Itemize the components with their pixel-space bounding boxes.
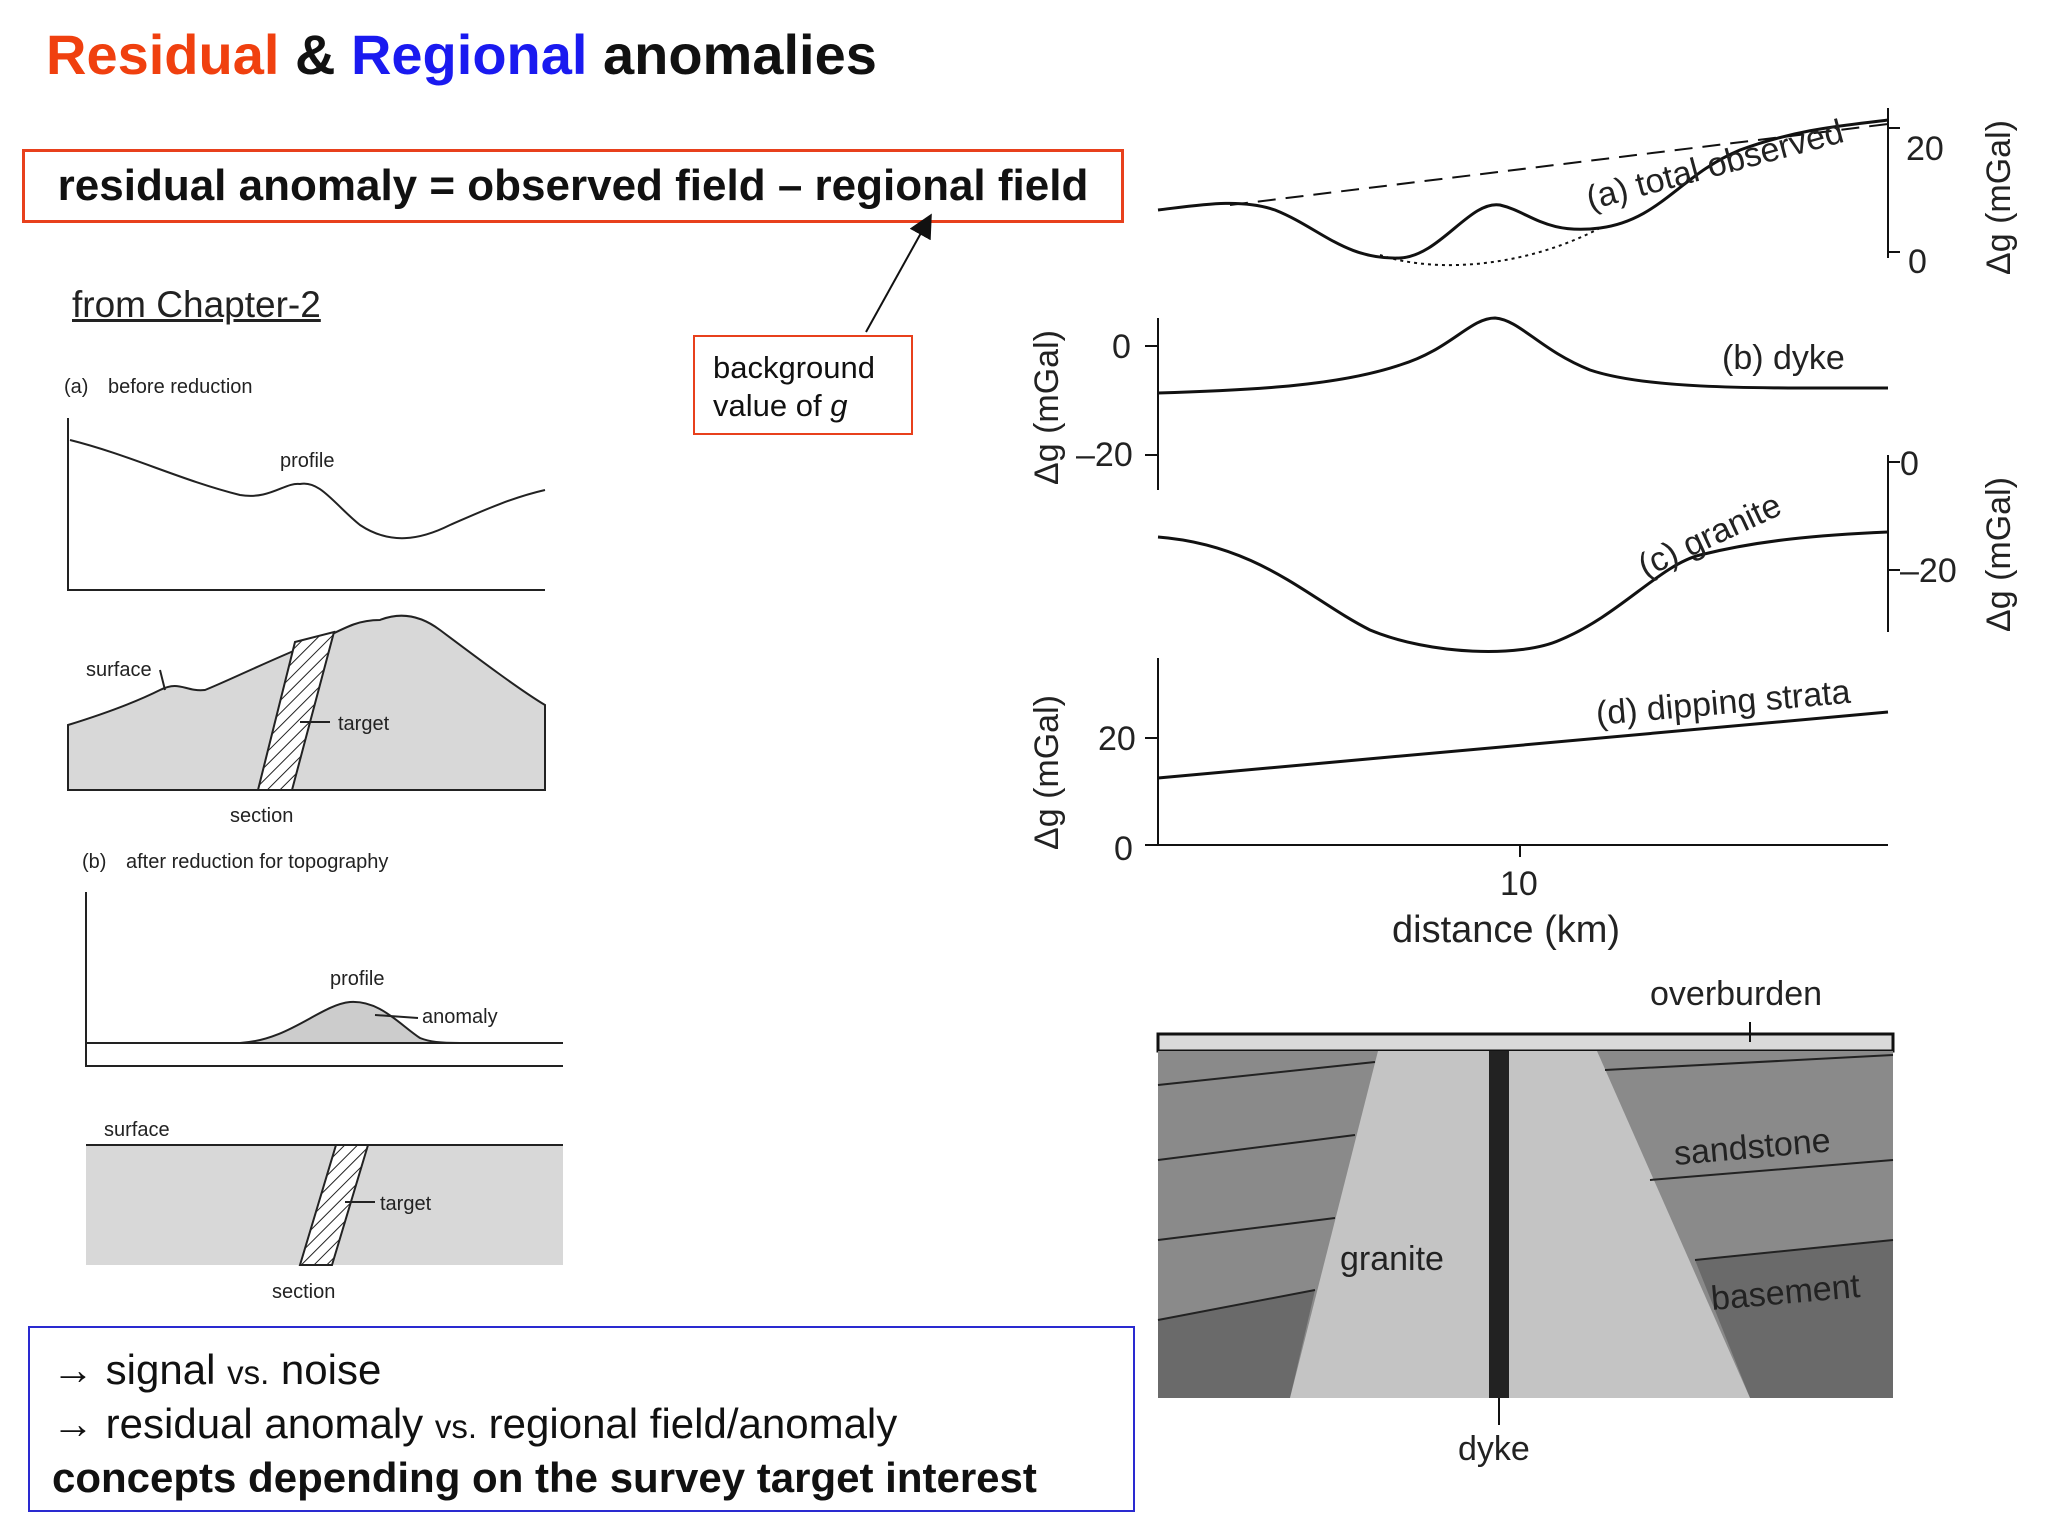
arrow-icon: → xyxy=(52,1346,94,1393)
summary-residual: residual anomaly xyxy=(94,1400,435,1447)
panel-b-anomaly-label: anomaly xyxy=(422,1006,498,1028)
tick-c-0: 0 xyxy=(1900,445,1919,483)
curve-c-granite xyxy=(1157,530,1889,653)
panel-a-profile-axis xyxy=(67,418,545,591)
panel-b-section-label: section xyxy=(272,1281,335,1303)
formula-text: residual anomaly = observed field – regi… xyxy=(57,161,1089,210)
curve-d-dipping-strata xyxy=(1157,710,1889,780)
panel-a-label: before reduction xyxy=(108,376,253,398)
axis-d-frame xyxy=(1145,658,1888,857)
summary-regional: regional field/anomaly xyxy=(477,1400,898,1447)
background-note-prefix: value of xyxy=(713,388,831,423)
panel-a-target-dyke xyxy=(256,630,336,791)
pointer-arrow xyxy=(865,213,932,333)
background-note-line1: background xyxy=(713,350,876,385)
lower-strata-left xyxy=(1158,1290,1315,1398)
tick-b-m20: –20 xyxy=(1076,436,1133,474)
curve-b-label: (b) dyke xyxy=(1722,339,1845,377)
summary-signal: signal xyxy=(94,1346,228,1393)
summary-line-2: → residual anomaly vs. regional field/an… xyxy=(52,1400,1133,1454)
tick-a-0: 0 xyxy=(1908,243,1927,281)
arrow-icon: → xyxy=(52,1400,94,1447)
panel-b-letter: (b) xyxy=(82,851,106,873)
panel-b-profile-label: profile xyxy=(330,968,384,990)
axis-a-right xyxy=(1887,108,1900,258)
title-residual: Residual xyxy=(46,23,280,86)
panel-b-target-label: target xyxy=(380,1193,432,1215)
axis-a-unit: Δg (mGal) xyxy=(1980,120,2018,275)
formula-box: residual anomaly = observed field – regi… xyxy=(22,149,1124,223)
dyke-body xyxy=(1489,1051,1509,1398)
anomaly-leader xyxy=(374,1014,419,1019)
axis-c-unit: Δg (mGal) xyxy=(1980,477,2018,632)
background-note-variable: g xyxy=(830,388,848,423)
title-ampersand: & xyxy=(279,23,351,86)
cross-section: overburden sandstone granite basement dy… xyxy=(1156,975,1895,1468)
tick-c-m20: –20 xyxy=(1900,552,1957,590)
panel-a-letter: (a) xyxy=(64,376,88,398)
panel-b-anomaly-shape xyxy=(239,1000,461,1044)
axis-d-unit: Δg (mGal) xyxy=(1028,695,1066,850)
strata-lines xyxy=(1157,1054,1894,1321)
overburden-label: overburden xyxy=(1650,975,1822,1013)
panel-b-profile-axis xyxy=(85,892,563,1067)
tick-b-0: 0 xyxy=(1112,328,1131,366)
summary-vs-1: vs. xyxy=(227,1354,270,1391)
panel-b-surface-label: surface xyxy=(104,1119,170,1141)
curve-c-label: (c) granite xyxy=(1632,486,1787,585)
overburden-layer xyxy=(1156,1032,1895,1053)
surface-leader xyxy=(159,669,166,691)
tick-d-20: 20 xyxy=(1098,720,1136,758)
curve-d-label: (d) dipping strata xyxy=(1594,673,1852,733)
axis-b-left xyxy=(1145,318,1159,490)
summary-vs-2: vs. xyxy=(434,1408,478,1445)
tick-d-0: 0 xyxy=(1114,830,1133,868)
curve-a-residual-dotted xyxy=(1379,227,1601,267)
panel-a-target-label: target xyxy=(338,713,390,735)
lower-strata-right xyxy=(1695,1240,1893,1398)
x-axis-label: distance (km) xyxy=(1392,909,1620,951)
axis-b-unit: Δg (mGal) xyxy=(1028,330,1066,485)
summary-box: → signal vs. noise → residual anomaly vs… xyxy=(28,1326,1135,1512)
axis-c-right xyxy=(1887,455,1900,632)
summary-line-1: → signal vs. noise xyxy=(52,1346,1133,1400)
granite-label: granite xyxy=(1340,1240,1444,1278)
slide-title: Residual & Regional anomalies xyxy=(46,22,877,87)
curve-a-label: (a) total observed xyxy=(1582,113,1847,218)
panel-a-surface-label: surface xyxy=(86,659,152,681)
panel-b-target-dyke xyxy=(298,1144,370,1266)
title-anomalies: anomalies xyxy=(587,23,877,86)
background-note-line2: value of g xyxy=(713,387,911,425)
panel-a-section-label: section xyxy=(230,805,293,827)
background-note-box: background value of g xyxy=(693,335,913,435)
chapter-reference: from Chapter-2 xyxy=(72,284,321,325)
x-tick-10: 10 xyxy=(1500,865,1538,903)
panel-a-profile-label: profile xyxy=(280,450,334,472)
curve-a-total-observed xyxy=(1157,118,1889,260)
panel-b-label: after reduction for topography xyxy=(126,851,388,873)
summary-noise: noise xyxy=(269,1346,382,1393)
tick-a-20: 20 xyxy=(1906,130,1944,168)
left-figure: (a) before reduction profile surface tar… xyxy=(64,376,563,1303)
granite-body xyxy=(1290,1051,1750,1398)
panel-a-profile-curve xyxy=(69,439,546,540)
title-regional: Regional xyxy=(350,23,588,86)
summary-line-3: concepts depending on the survey target … xyxy=(52,1454,1037,1501)
right-figure: (a) total observed 20 0 Δg (mGal) (b) dy… xyxy=(1028,108,2018,951)
dyke-label: dyke xyxy=(1458,1430,1530,1468)
curve-b-dyke xyxy=(1157,316,1889,395)
